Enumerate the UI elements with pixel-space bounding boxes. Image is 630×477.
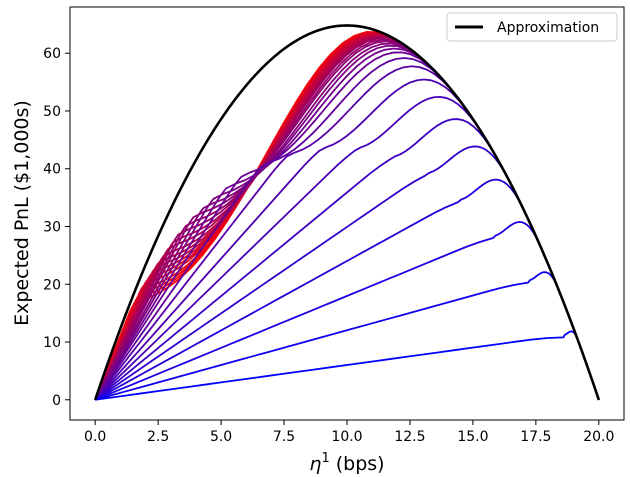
y-axis-ticks: 0 10 20 30 40 50 60 bbox=[43, 46, 70, 409]
y-tick-label: 0 bbox=[52, 393, 61, 409]
x-tick-label: 10.0 bbox=[331, 429, 362, 445]
x-tick-label: 20.0 bbox=[583, 429, 614, 445]
x-tick-label: 17.5 bbox=[520, 429, 551, 445]
y-tick-label: 10 bbox=[43, 335, 61, 351]
x-tick-label: 2.5 bbox=[147, 429, 169, 445]
x-axis-label-unit: (bps) bbox=[336, 453, 385, 475]
x-tick-label: 15.0 bbox=[457, 429, 488, 445]
x-tick-label: 7.5 bbox=[273, 429, 295, 445]
legend-approximation-label: Approximation bbox=[497, 20, 599, 36]
y-tick-label: 20 bbox=[43, 277, 61, 293]
legend-box bbox=[446, 12, 618, 42]
x-tick-label: 5.0 bbox=[210, 429, 232, 445]
x-axis-ticks: 0.0 2.5 5.0 7.5 10.0 12.5 15.0 17.5 20.0 bbox=[84, 420, 614, 445]
legend: Approximation bbox=[446, 12, 618, 42]
y-tick-label: 60 bbox=[43, 46, 61, 62]
y-tick-label: 50 bbox=[43, 104, 61, 120]
x-axis-label-superscript: 1 bbox=[321, 451, 329, 466]
x-axis-label-symbol: η bbox=[309, 453, 321, 475]
approximation-line bbox=[93, 24, 601, 401]
x-tick-label: 0.0 bbox=[84, 429, 106, 445]
y-tick-label: 40 bbox=[43, 162, 61, 178]
approximation-curve bbox=[93, 24, 601, 401]
y-tick-label: 30 bbox=[43, 219, 61, 235]
x-tick-label: 12.5 bbox=[394, 429, 425, 445]
x-axis-label: η1 (bps) bbox=[309, 451, 384, 475]
y-axis-label: Expected PnL ($1,000s) bbox=[11, 100, 33, 326]
